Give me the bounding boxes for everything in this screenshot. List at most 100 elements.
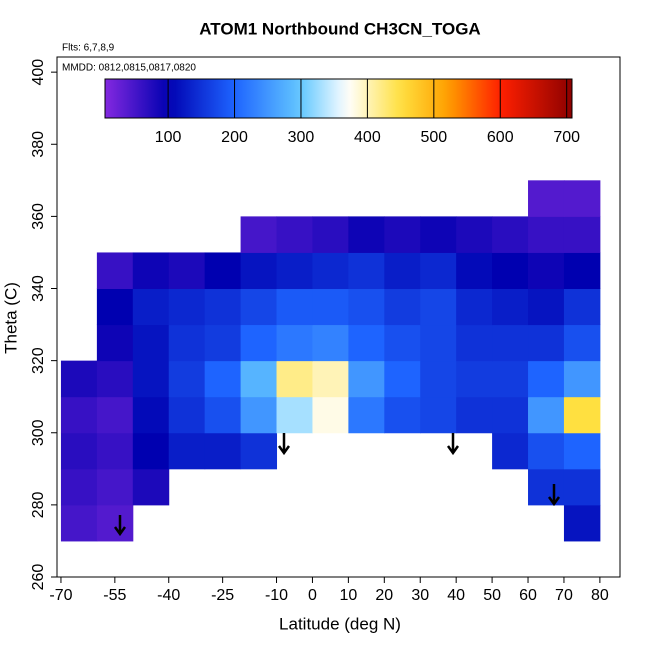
cell <box>563 360 601 398</box>
cell <box>420 360 457 398</box>
cell <box>312 252 349 290</box>
cell <box>492 360 529 398</box>
cell <box>492 288 529 326</box>
cell <box>168 396 206 434</box>
cell <box>96 396 134 434</box>
colorbar-tick-label: 100 <box>155 129 182 146</box>
x-tick-label: 70 <box>555 587 573 604</box>
cell <box>132 324 170 362</box>
cell <box>168 288 206 326</box>
cell <box>132 396 170 434</box>
x-tick-label: -25 <box>211 587 234 604</box>
cell <box>60 396 98 434</box>
x-tick-label: -10 <box>265 587 288 604</box>
plot-frame <box>56 56 621 578</box>
cell <box>312 396 349 434</box>
cell <box>276 360 313 398</box>
cell <box>492 396 529 434</box>
cell <box>492 432 529 470</box>
x-tick-label: 80 <box>591 587 609 604</box>
cell <box>276 252 313 290</box>
arrow <box>547 484 561 507</box>
cell <box>312 360 349 398</box>
cell <box>204 432 242 470</box>
cell <box>96 324 134 362</box>
x-tick-label: 60 <box>519 587 537 604</box>
cell <box>168 324 206 362</box>
colorbar <box>104 78 573 119</box>
cell <box>563 288 601 326</box>
cell <box>420 288 457 326</box>
colorbar-tick-label: 500 <box>420 129 447 146</box>
cell <box>312 216 349 253</box>
arrow <box>446 433 460 456</box>
cell <box>276 288 313 326</box>
cell <box>456 360 493 398</box>
cell <box>384 288 421 326</box>
cell <box>528 468 565 506</box>
x-tick-label: 20 <box>375 587 393 604</box>
cell <box>132 468 170 506</box>
cell <box>420 324 457 362</box>
cell <box>348 252 385 290</box>
cell <box>132 288 170 326</box>
cell <box>96 504 134 542</box>
cell <box>528 360 565 398</box>
arrow <box>113 515 127 537</box>
cell <box>528 288 565 326</box>
x-tick-label: -70 <box>49 587 72 604</box>
x-axis-label: Latitude (deg N) <box>279 614 401 633</box>
cell <box>168 252 206 290</box>
cell <box>492 324 529 362</box>
colorbar-tick-label: 200 <box>221 129 248 146</box>
cell <box>204 324 242 362</box>
x-tick-label: 30 <box>411 587 429 604</box>
cell <box>563 252 601 290</box>
colorbar-tick-label: 600 <box>487 129 514 146</box>
cell <box>60 468 98 506</box>
x-tick-label: -40 <box>157 587 180 604</box>
y-tick-label: 260 <box>30 564 47 591</box>
cell <box>348 216 385 253</box>
cell <box>420 216 457 253</box>
cell <box>528 252 565 290</box>
cell <box>456 288 493 326</box>
cell <box>492 216 529 253</box>
y-tick-label: 360 <box>30 203 47 230</box>
cell <box>168 432 206 470</box>
cell <box>456 396 493 434</box>
cell <box>456 252 493 290</box>
cell <box>456 216 493 253</box>
cell <box>204 252 242 290</box>
cell <box>240 288 278 326</box>
cell <box>384 324 421 362</box>
cell <box>563 468 601 506</box>
cell <box>312 324 349 362</box>
cell <box>563 324 601 362</box>
x-tick-label: 40 <box>447 587 465 604</box>
subtitle: Flts: 6,7,8,9 <box>62 43 115 54</box>
heatmap <box>60 180 601 542</box>
x-tick-label: 50 <box>483 587 501 604</box>
cell <box>60 504 98 542</box>
cell <box>240 396 278 434</box>
cell <box>132 432 170 470</box>
cell <box>420 252 457 290</box>
colorbar-tick-label: 400 <box>354 129 381 146</box>
cell <box>456 324 493 362</box>
overlay <box>56 56 621 578</box>
cell <box>204 360 242 398</box>
cell <box>96 288 134 326</box>
cell <box>204 396 242 434</box>
cell <box>276 324 313 362</box>
y-tick-label: 380 <box>30 131 47 158</box>
cell <box>563 396 601 434</box>
arrow <box>277 433 291 456</box>
cell <box>276 396 313 434</box>
cell <box>96 252 134 290</box>
cell <box>528 324 565 362</box>
cell <box>563 216 601 253</box>
cell <box>240 432 278 470</box>
cell <box>384 396 421 434</box>
